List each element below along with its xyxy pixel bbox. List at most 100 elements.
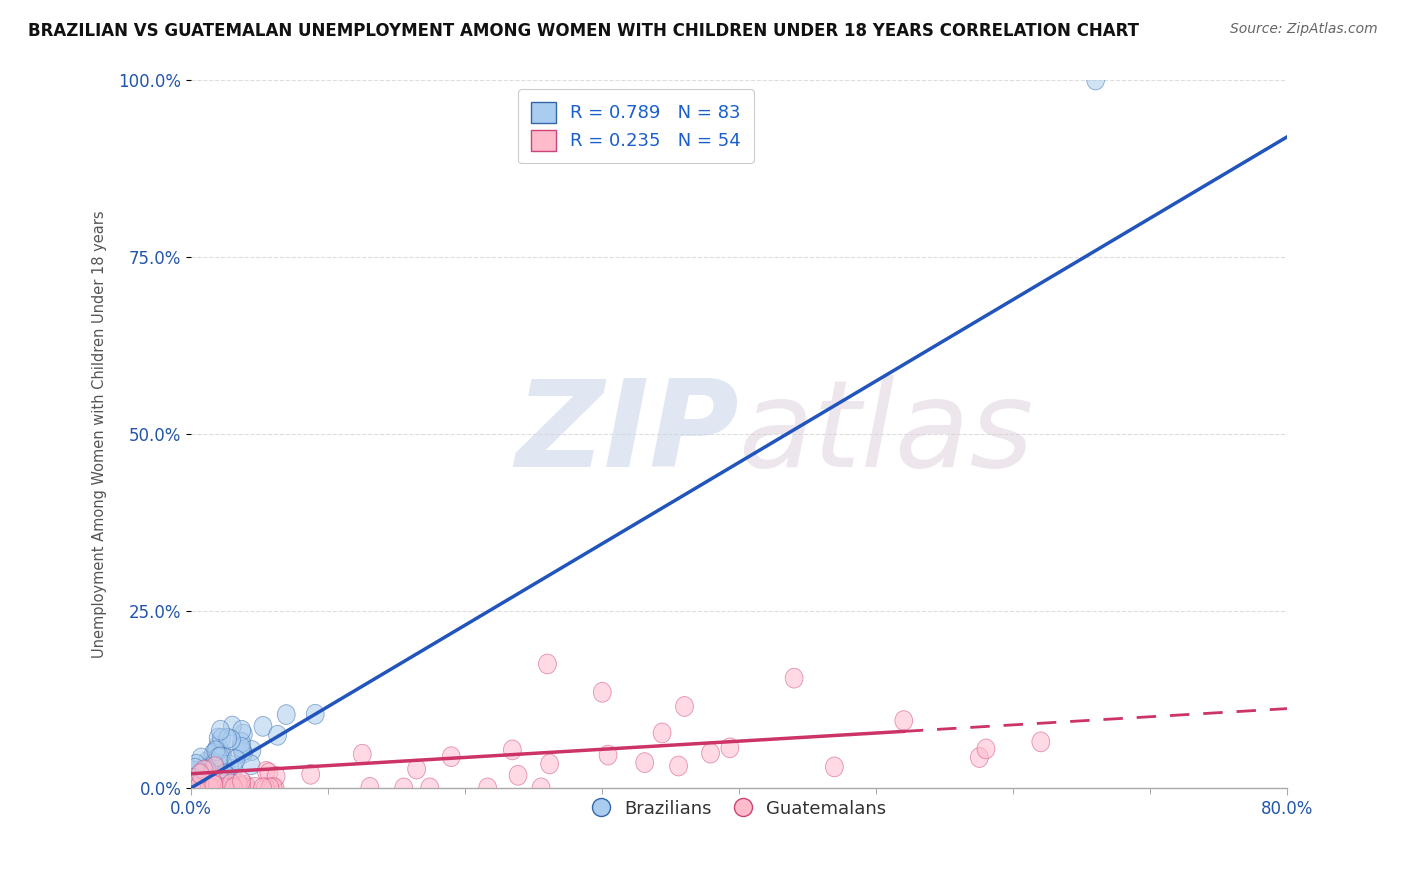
Ellipse shape (198, 778, 217, 797)
Ellipse shape (233, 721, 250, 740)
Ellipse shape (443, 747, 460, 766)
Ellipse shape (235, 724, 252, 744)
Ellipse shape (353, 744, 371, 764)
Ellipse shape (214, 743, 232, 763)
Ellipse shape (209, 778, 228, 797)
Ellipse shape (420, 778, 439, 797)
Ellipse shape (186, 778, 204, 797)
Ellipse shape (246, 777, 264, 797)
Ellipse shape (188, 778, 205, 797)
Ellipse shape (205, 775, 224, 795)
Ellipse shape (200, 778, 217, 797)
Ellipse shape (219, 764, 236, 783)
Ellipse shape (198, 778, 215, 797)
Ellipse shape (202, 771, 219, 790)
Ellipse shape (264, 778, 283, 797)
Ellipse shape (205, 755, 224, 774)
Ellipse shape (202, 778, 221, 797)
Ellipse shape (186, 758, 204, 778)
Ellipse shape (191, 778, 209, 797)
Ellipse shape (207, 772, 224, 792)
Ellipse shape (541, 754, 558, 774)
Ellipse shape (200, 778, 217, 797)
Ellipse shape (195, 778, 214, 797)
Ellipse shape (205, 753, 224, 772)
Ellipse shape (208, 778, 226, 797)
Ellipse shape (509, 765, 527, 785)
Ellipse shape (226, 776, 245, 796)
Ellipse shape (503, 740, 522, 760)
Ellipse shape (225, 778, 243, 797)
Ellipse shape (191, 774, 209, 794)
Ellipse shape (307, 705, 325, 724)
Ellipse shape (190, 765, 208, 785)
Ellipse shape (198, 752, 217, 772)
Ellipse shape (533, 778, 550, 797)
Ellipse shape (212, 729, 231, 748)
Ellipse shape (190, 778, 207, 797)
Ellipse shape (599, 745, 617, 765)
Ellipse shape (198, 758, 217, 778)
Ellipse shape (214, 746, 231, 766)
Ellipse shape (195, 778, 214, 797)
Ellipse shape (256, 778, 274, 797)
Ellipse shape (194, 778, 212, 797)
Ellipse shape (194, 773, 211, 793)
Ellipse shape (207, 776, 224, 796)
Ellipse shape (191, 778, 209, 797)
Text: Source: ZipAtlas.com: Source: ZipAtlas.com (1230, 22, 1378, 37)
Ellipse shape (193, 748, 209, 768)
Ellipse shape (669, 756, 688, 776)
Ellipse shape (226, 750, 245, 770)
Ellipse shape (211, 769, 229, 789)
Ellipse shape (408, 759, 426, 779)
Ellipse shape (636, 753, 654, 772)
Text: ZIP: ZIP (516, 376, 740, 492)
Ellipse shape (593, 682, 612, 702)
Ellipse shape (239, 778, 256, 797)
Ellipse shape (209, 747, 226, 768)
Ellipse shape (229, 778, 247, 797)
Ellipse shape (187, 755, 205, 774)
Ellipse shape (236, 775, 254, 796)
Ellipse shape (207, 741, 225, 761)
Ellipse shape (229, 774, 247, 794)
Ellipse shape (215, 756, 232, 775)
Ellipse shape (1032, 732, 1050, 752)
Ellipse shape (193, 778, 211, 797)
Ellipse shape (232, 732, 250, 753)
Ellipse shape (676, 697, 693, 716)
Ellipse shape (214, 766, 232, 786)
Y-axis label: Unemployment Among Women with Children Under 18 years: Unemployment Among Women with Children U… (93, 211, 107, 657)
Ellipse shape (222, 730, 240, 750)
Ellipse shape (208, 737, 226, 756)
Ellipse shape (195, 760, 212, 780)
Ellipse shape (208, 772, 226, 791)
Ellipse shape (222, 774, 240, 794)
Text: atlas: atlas (740, 376, 1035, 492)
Ellipse shape (267, 766, 285, 786)
Ellipse shape (785, 668, 803, 688)
Ellipse shape (193, 763, 209, 782)
Ellipse shape (242, 755, 260, 775)
Ellipse shape (201, 776, 219, 796)
Ellipse shape (253, 778, 271, 797)
Ellipse shape (209, 728, 226, 747)
Ellipse shape (361, 778, 378, 797)
Ellipse shape (190, 774, 208, 794)
Ellipse shape (186, 775, 204, 795)
Ellipse shape (235, 743, 253, 763)
Ellipse shape (188, 763, 205, 782)
Ellipse shape (211, 747, 229, 767)
Ellipse shape (260, 763, 278, 782)
Text: BRAZILIAN VS GUATEMALAN UNEMPLOYMENT AMONG WOMEN WITH CHILDREN UNDER 18 YEARS CO: BRAZILIAN VS GUATEMALAN UNEMPLOYMENT AMO… (28, 22, 1139, 40)
Ellipse shape (198, 760, 215, 780)
Ellipse shape (224, 716, 242, 736)
Ellipse shape (721, 738, 738, 757)
Ellipse shape (201, 778, 218, 797)
Ellipse shape (212, 778, 231, 797)
Ellipse shape (215, 778, 233, 797)
Ellipse shape (243, 740, 262, 761)
Ellipse shape (266, 778, 284, 797)
Legend: Brazilians, Guatemalans: Brazilians, Guatemalans (585, 792, 894, 825)
